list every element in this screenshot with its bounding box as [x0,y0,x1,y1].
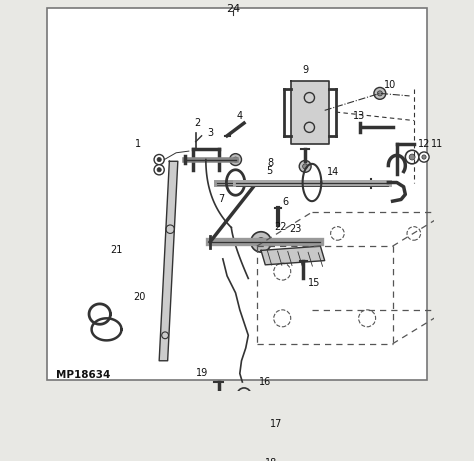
Circle shape [257,238,265,246]
Text: 13: 13 [353,111,365,121]
Circle shape [377,91,383,96]
Text: 14: 14 [327,167,339,177]
Text: 8: 8 [268,158,274,168]
Circle shape [405,150,419,164]
Text: 18: 18 [265,458,277,461]
Text: 21: 21 [110,245,123,255]
Circle shape [154,154,164,165]
Text: 10: 10 [384,80,396,90]
Polygon shape [261,246,325,265]
Text: 6: 6 [282,197,288,207]
Circle shape [233,157,238,162]
Circle shape [374,88,386,99]
Circle shape [154,165,164,175]
Text: 22: 22 [274,222,286,231]
Circle shape [422,155,426,159]
Polygon shape [291,81,329,144]
Text: 11: 11 [431,139,443,149]
Circle shape [229,154,241,165]
Text: 2: 2 [194,118,201,128]
Circle shape [299,160,311,172]
Text: 19: 19 [195,368,208,378]
Text: 5: 5 [266,165,273,176]
Polygon shape [159,161,178,361]
Circle shape [419,152,429,162]
Text: 9: 9 [302,65,308,76]
Text: 7: 7 [219,195,225,205]
Text: 12: 12 [418,139,430,149]
Text: 3: 3 [207,128,213,138]
Circle shape [157,168,161,172]
Text: 20: 20 [134,292,146,302]
Text: 24: 24 [226,4,240,14]
Circle shape [409,154,415,160]
Text: 23: 23 [289,224,301,234]
Text: 17: 17 [270,420,282,430]
Circle shape [157,158,161,162]
Text: 15: 15 [308,278,320,288]
Text: MP18634: MP18634 [55,370,110,380]
Text: 4: 4 [237,111,243,121]
Circle shape [302,164,308,169]
Text: 1: 1 [135,139,141,149]
Text: 16: 16 [259,377,272,387]
Circle shape [251,232,271,252]
